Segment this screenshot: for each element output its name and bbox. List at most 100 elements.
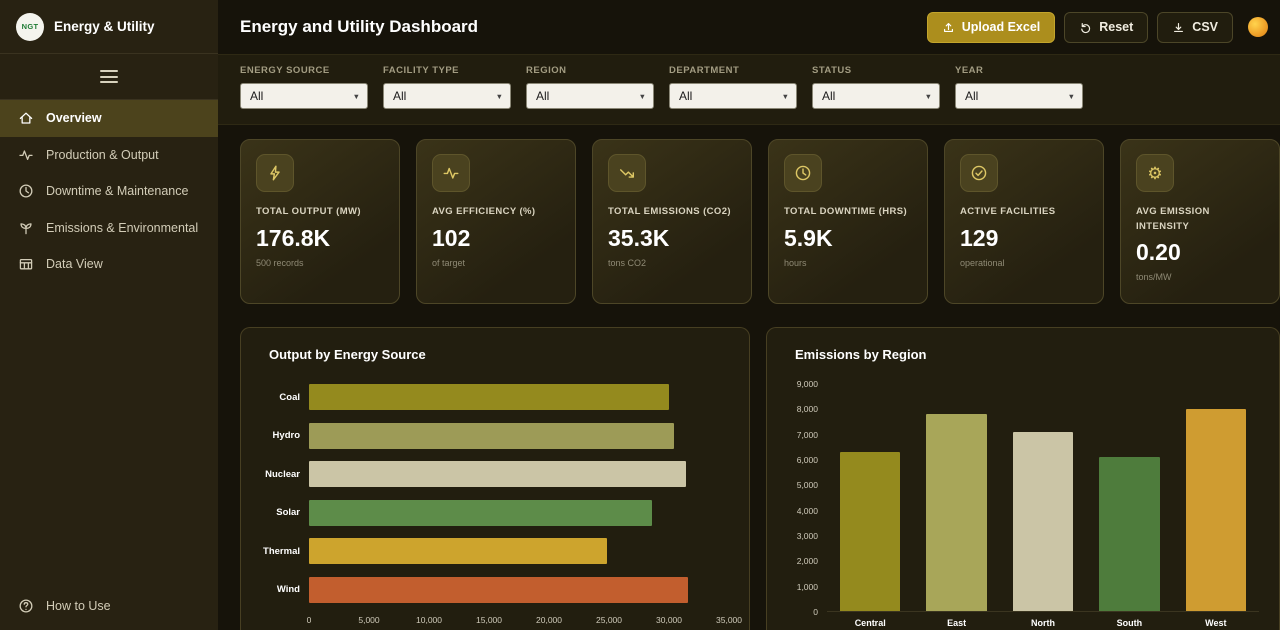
x-axis-tick: 5,000: [358, 615, 380, 625]
upload-icon: [943, 22, 953, 32]
x-axis-tick: 35,000: [716, 615, 742, 625]
bar-column-east: [913, 384, 999, 611]
clock-icon: [784, 154, 822, 192]
year-select[interactable]: All ▼: [955, 83, 1083, 109]
kpi-avg-emission-intensity: ⚙ AVG EMISSION INTENSITY 0.20 tons/MW: [1120, 139, 1280, 304]
category-label: South: [1116, 618, 1143, 628]
region-select[interactable]: All ▼: [526, 83, 654, 109]
x-axis-tick: 10,000: [416, 615, 442, 625]
kpi-total-downtime: TOTAL DOWNTIME (HRS) 5.9K hours: [768, 139, 928, 304]
kpi-total-output: TOTAL OUTPUT (MW) 176.8K 500 records: [240, 139, 400, 304]
output-by-energy-source-chart: Output by Energy Source Coal Hydro Nuclear…: [240, 327, 750, 630]
bar-coal[interactable]: [309, 384, 669, 410]
sidebar-item-downtime-maintenance[interactable]: Downtime & Maintenance: [0, 173, 218, 210]
bar-solar[interactable]: [309, 499, 653, 526]
bar-track: [309, 422, 729, 449]
bar-track: [309, 576, 729, 603]
chevron-down-icon: ▼: [781, 91, 789, 101]
kpi-active-facilities: ACTIVE FACILITIES 129 operational: [944, 139, 1104, 304]
y-axis-tick: 1,000: [796, 581, 818, 592]
category-label: Central: [854, 618, 886, 628]
category-label: East: [947, 618, 967, 628]
clock-icon: [17, 183, 34, 200]
sidebar-item-label: How to Use: [46, 598, 111, 613]
trend-down-icon: [608, 154, 646, 192]
bar-south[interactable]: [1099, 457, 1160, 611]
bar-track: [309, 384, 729, 410]
sidebar-item-emissions-environmental[interactable]: Emissions & Environmental: [0, 210, 218, 247]
sprout-icon: [17, 219, 34, 236]
chart-title: Emissions by Region: [795, 347, 927, 362]
x-axis-tick: 15,000: [476, 615, 502, 625]
x-axis-tick: 0: [306, 615, 312, 625]
bar-row-nuclear: Nuclear: [261, 461, 729, 487]
y-axis-tick: 4,000: [796, 505, 818, 516]
y-axis-tick: 6,000: [796, 455, 818, 466]
bar-row-thermal: Thermal: [261, 538, 729, 564]
chevron-down-icon: ▼: [638, 91, 646, 101]
hbar-plot-area: Coal Hydro Nuclear Solar Thermal Wind: [261, 384, 729, 603]
bar-wind[interactable]: [309, 576, 689, 603]
bar-track: [309, 461, 729, 487]
sidebar-item-overview[interactable]: Overview: [0, 100, 218, 137]
category-label: West: [1205, 618, 1227, 628]
bar-north[interactable]: [1012, 431, 1074, 611]
chart-title: Output by Energy Source: [269, 347, 426, 362]
y-axis-tick: 7,000: [796, 429, 818, 440]
bar-column-central: [827, 384, 913, 611]
bar-column-west: [1173, 384, 1259, 611]
bar-central[interactable]: [839, 452, 901, 611]
csv-download-button[interactable]: CSV: [1157, 11, 1233, 43]
bolt-icon: [256, 154, 294, 192]
department-select[interactable]: All ▼: [669, 83, 797, 109]
brand-header: NGT Energy & Utility: [0, 0, 218, 54]
sidebar-item-how-to-use[interactable]: How to Use: [0, 583, 218, 630]
bar-east[interactable]: [926, 414, 987, 611]
emissions-by-region-chart: Emissions by Region 0 1,000 2,000 3,000 4,00…: [766, 327, 1280, 630]
content-area: TOTAL OUTPUT (MW) 176.8K 500 records AVG…: [218, 125, 1280, 630]
gear-icon: ⚙: [1136, 154, 1174, 192]
category-label: Hydro: [272, 430, 300, 441]
x-axis-tick: 20,000: [536, 615, 562, 625]
facility-type-select[interactable]: All ▼: [383, 83, 511, 109]
filter-bar: ENERGY SOURCE All ▼ FACILITY TYPE All ▼ RE…: [218, 54, 1280, 125]
y-axis: 0 1,000 2,000 3,000 4,000 5,000 6,000 7,000 8,00…: [787, 379, 827, 617]
bar-hydro[interactable]: [309, 422, 674, 449]
page-header: Energy and Utility Dashboard Upload Exce…: [218, 0, 1280, 54]
sidebar-item-label: Emissions & Environmental: [46, 220, 199, 235]
activity-icon: [17, 146, 34, 163]
user-avatar[interactable]: [1248, 17, 1268, 37]
filter-status: STATUS All ▼: [812, 65, 940, 109]
category-label: Nuclear: [265, 468, 300, 480]
reset-icon: [1081, 22, 1091, 33]
filter-energy-source: ENERGY SOURCE All ▼: [240, 65, 368, 109]
bar-west[interactable]: [1185, 409, 1247, 611]
sidebar-item-production-output[interactable]: Production & Output: [0, 137, 218, 174]
upload-excel-button[interactable]: Upload Excel: [926, 11, 1056, 43]
bar-row-coal: Coal: [261, 384, 729, 410]
sidebar-item-data-view[interactable]: Data View: [0, 246, 218, 283]
x-axis-tick: 25,000: [596, 615, 622, 625]
logo-text: NGT: [21, 22, 39, 31]
y-axis-tick: 3,000: [796, 531, 818, 542]
charts-row: Output by Energy Source Coal Hydro Nuclear…: [240, 327, 1280, 630]
download-icon: [1174, 22, 1184, 32]
vbar-plot-area: [827, 384, 1259, 612]
sidebar-nav: Overview Production & Output Downtime & …: [0, 100, 218, 583]
filter-facility-type: FACILITY TYPE All ▼: [383, 65, 511, 109]
bar-row-wind: Wind: [261, 576, 729, 603]
filter-year: YEAR All ▼: [955, 65, 1083, 109]
bar-nuclear[interactable]: [309, 461, 686, 487]
hamburger-menu-icon[interactable]: [97, 67, 121, 86]
energy-source-select[interactable]: All ▼: [240, 83, 368, 109]
filter-department: DEPARTMENT All ▼: [669, 65, 797, 109]
chevron-down-icon: ▼: [495, 91, 503, 101]
bar-thermal[interactable]: [309, 538, 607, 564]
category-label: Thermal: [263, 545, 300, 557]
reset-button[interactable]: Reset: [1064, 11, 1149, 43]
status-select[interactable]: All ▼: [812, 83, 940, 109]
y-axis-tick: 2,000: [796, 556, 818, 567]
category-label: Wind: [276, 584, 300, 595]
bar-column-north: [1000, 384, 1086, 611]
